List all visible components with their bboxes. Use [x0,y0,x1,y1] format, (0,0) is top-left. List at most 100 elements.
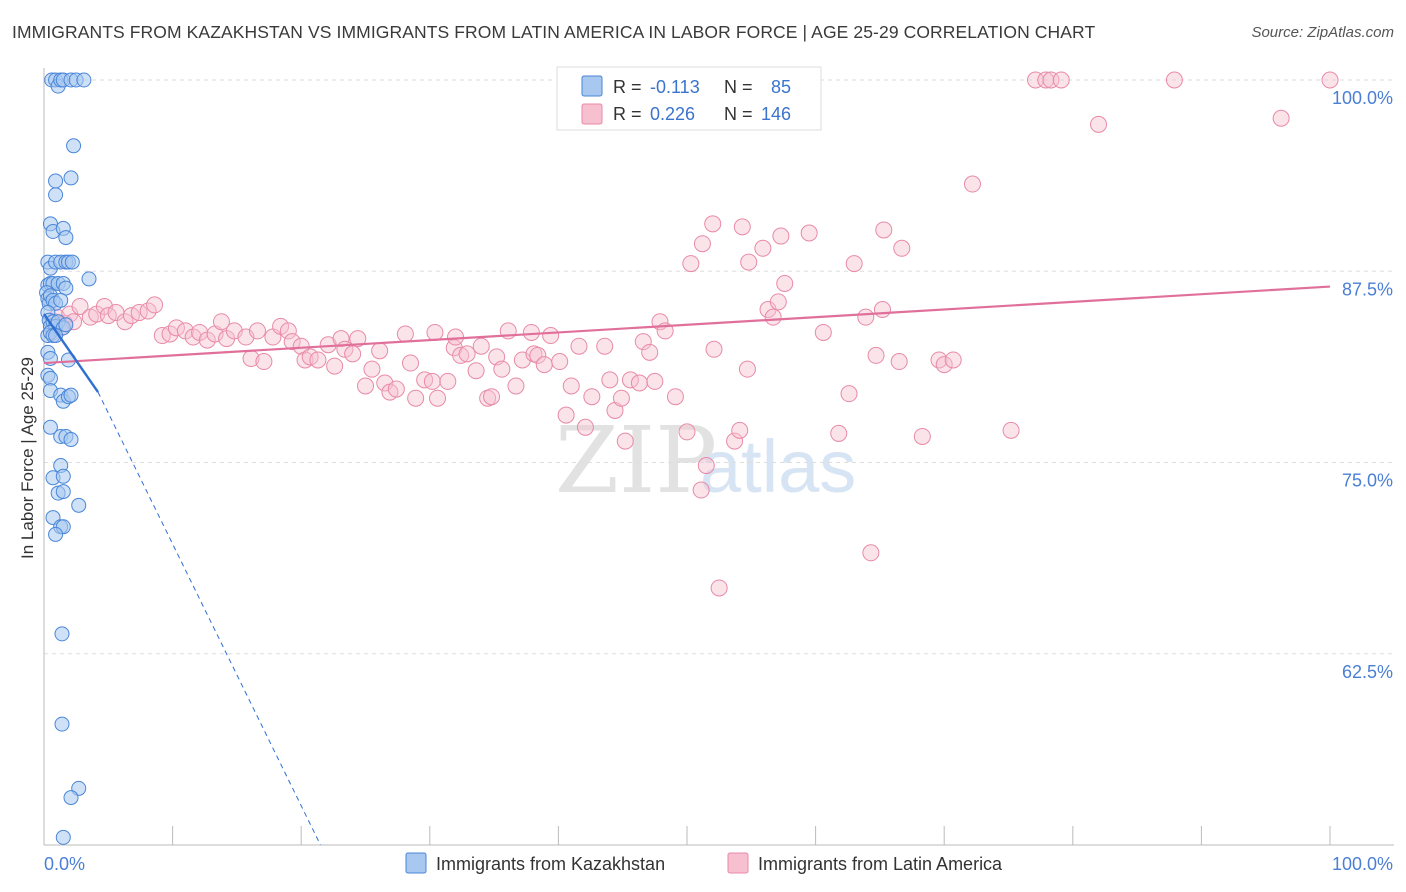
latin-america-points [43,71,1339,597]
latin-america-point [621,371,639,389]
latin-swatch [581,103,603,125]
latin-america-point [814,323,832,341]
latin-america-point [1037,71,1055,89]
latin-america-point [447,328,465,346]
latin-america-point [682,255,700,273]
latin-america-point [875,221,893,239]
legend-latin-label: Immigrants from Latin America [758,854,1003,874]
kazakhstan-point [76,72,92,88]
latin-america-point [507,377,525,395]
latin-america-point [570,337,588,355]
y-tick-label: 62.5% [1342,662,1393,682]
kazakhstan-point [55,468,71,484]
kazakhstan-point [55,829,71,845]
latin-america-point [332,330,350,348]
x-tick-label: 0.0% [44,854,85,874]
x-tick-labels: 0.0% 100.0% [44,854,1393,874]
latin-america-point [769,293,787,311]
latin-america-point [283,333,301,351]
y-tick-label: 87.5% [1342,279,1393,299]
latin-america-point [764,308,782,326]
kazakhstan-point [54,626,70,642]
r-label-kazakhstan: R = [613,77,642,97]
y-tick-label: 100.0% [1332,88,1393,108]
latin-america-point [601,371,619,389]
latin-america-point [944,351,962,369]
axes [43,68,1394,846]
latin-america-point [452,346,470,364]
latin-america-point [467,362,485,380]
legend-kazakhstan-label: Immigrants from Kazakhstan [436,854,665,874]
kazakhstan-point [42,419,58,435]
latin-america-point [349,330,367,348]
legend-kazakhstan-swatch [405,852,427,874]
grid-lines [44,79,1394,655]
latin-america-point [630,374,648,392]
kazakhstan-point [71,497,87,513]
latin-america-point [913,427,931,445]
latin-america-point [1042,71,1060,89]
latin-america-point [641,343,659,361]
latin-america-point [704,215,722,233]
y-tick-labels: 100.0% 87.5% 75.0% 62.5% [1332,88,1393,682]
latin-america-point [693,235,711,253]
kazakhstan-point [48,173,64,189]
kazakhstan-point [48,328,64,344]
kazakhstan-point [58,230,74,246]
kazakhstan-trend-extension [97,391,321,846]
latin-america-point [279,322,297,340]
latin-america-point [634,333,652,351]
latin-america-point [873,301,891,318]
latin-america-point [396,325,414,343]
legend-latin-swatch [727,852,749,874]
latin-america-point [535,356,553,374]
latin-america-point [726,432,744,450]
latin-america-point [678,423,696,441]
y-axis-label: In Labor Force | Age 25-29 [18,357,37,559]
kazakhstan-point [53,292,69,308]
latin-america-point [71,297,89,315]
latin-america-point [930,351,948,369]
kazakhstan-point [55,484,71,500]
kazakhstan-point [63,387,79,403]
latin-america-point [130,304,148,322]
kazakhstan-trend-line [43,313,99,393]
latin-america-point [612,389,630,407]
latin-america-point [800,224,818,242]
kazakhstan-point [48,187,64,203]
latin-america-point [116,313,134,331]
latin-america-trend-line [43,285,1331,365]
latin-america-point [1002,421,1020,439]
latin-america-point [439,372,457,390]
latin-america-point [423,372,441,390]
latin-america-point [830,424,848,442]
latin-america-point [731,421,749,439]
latin-america-point [646,372,664,390]
kazakhstan-point [81,271,97,287]
latin-america-point [666,388,684,406]
latin-america-point [705,340,723,358]
latin-america-point [522,323,540,341]
kazakhstan-point [64,254,80,270]
latin-america-point [754,239,772,257]
r-value-kazakhstan: -0.113 [650,77,700,97]
latin-america-point [426,323,444,341]
latin-america-point [596,337,614,355]
latin-america-point [344,345,362,363]
series-legend: Immigrants from Kazakhstan Immigrants fr… [405,852,1003,874]
latin-america-point [363,360,381,378]
latin-america-point [583,388,601,406]
latin-america-point [1090,115,1108,133]
latin-america-point [146,296,164,314]
n-label-kazakhstan: N = [724,77,753,97]
latin-america-point [255,353,273,371]
latin-america-point [1272,109,1290,127]
latin-america-point [710,579,728,597]
n-label-latin: N = [724,104,753,124]
latin-america-point [542,327,560,345]
latin-america-point [576,418,594,436]
latin-america-point [458,345,476,363]
latin-america-point [890,353,908,371]
r-value-latin: 0.226 [650,104,695,124]
latin-america-point [692,481,710,499]
